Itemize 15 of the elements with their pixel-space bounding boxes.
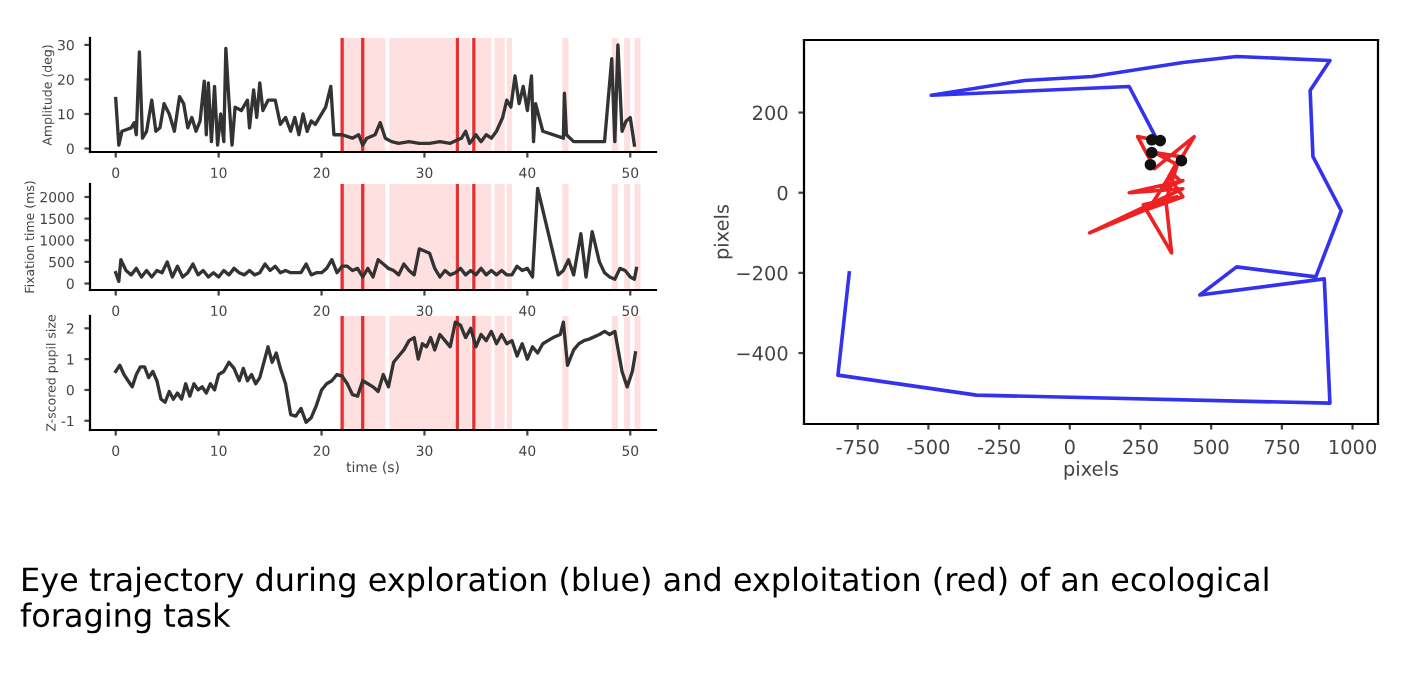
x-axis-title: pixels bbox=[1064, 460, 1119, 480]
x-tick-label: -250 bbox=[977, 439, 1020, 455]
text: Eye trajectory during exploration (blue) and exploitation (red) of an ecological foraging task bbox=[20, 566, 1268, 634]
x-tick-label: 500 bbox=[1194, 439, 1229, 455]
x-tick-label: 250 bbox=[1123, 439, 1158, 455]
x-tick-label: 0 bbox=[1064, 439, 1075, 455]
x-tick-label: 1000 bbox=[1329, 439, 1376, 455]
y-axis-title: pixels bbox=[713, 204, 733, 259]
y-tick-label: −400 bbox=[737, 346, 788, 361]
y-tick-label: 0 bbox=[777, 185, 788, 201]
y-tick-label: −200 bbox=[737, 265, 788, 281]
y-tick-label: 200 bbox=[753, 105, 788, 121]
x-tick-label: -750 bbox=[836, 439, 879, 455]
x-tick-label: -500 bbox=[907, 439, 950, 455]
x-tick-label: 750 bbox=[1264, 439, 1300, 455]
